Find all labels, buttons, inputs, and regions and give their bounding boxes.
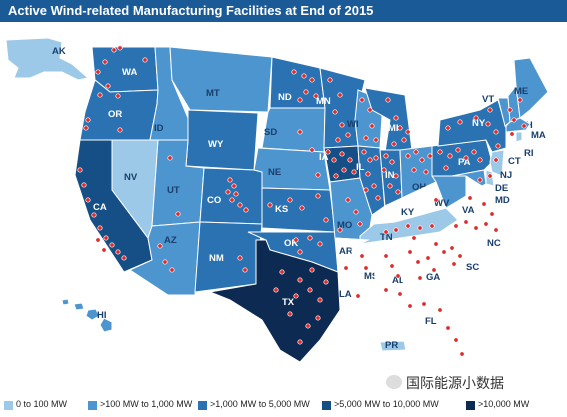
state-tx: TX: [208, 239, 341, 363]
state-ak-shape: [5, 37, 90, 81]
state-pr: PR: [379, 340, 407, 352]
state-nj-shape: [489, 149, 505, 177]
state-ok-label: OK: [284, 238, 298, 249]
state-az-label: AZ: [164, 235, 177, 246]
state-ri-label: RI: [524, 148, 534, 159]
state-nj: NJ: [489, 149, 512, 181]
state-ct-label: CT: [508, 156, 521, 167]
state-ny-label: NY: [472, 118, 486, 129]
state-wy: WY: [185, 109, 259, 171]
legend-swatch-2: [88, 401, 97, 410]
state-mn-label: MN: [316, 96, 331, 107]
state-mo-label: MO: [337, 220, 352, 231]
state-mt-label: MT: [206, 88, 220, 99]
state-or-label: OR: [108, 109, 122, 120]
facility-dots: [77, 45, 527, 357]
chat-bubble-icon: [386, 375, 402, 389]
state-md-shape: [451, 169, 487, 187]
state-ky-label: KY: [401, 207, 415, 218]
state-fl-shape: [378, 301, 471, 371]
state-hi-shape: [61, 298, 113, 333]
state-oh-label: OH: [412, 182, 426, 193]
state-ms-label: MS: [364, 271, 378, 282]
state-ar-label: AR: [339, 246, 353, 257]
state-wa-label: WA: [122, 67, 137, 78]
state-tx-label: TX: [282, 297, 295, 308]
state-nv-label: NV: [124, 172, 138, 183]
state-al-label: AL: [392, 275, 405, 286]
legend-label-1: 0 to 100 MW: [16, 399, 68, 409]
legend-label-3: >1,000 MW to 5,000 MW: [210, 399, 310, 409]
legend-swatch-3: [198, 401, 207, 410]
state-ga: GA: [397, 237, 451, 306]
state-ks-label: KS: [275, 204, 288, 215]
state-il-label: IL: [356, 162, 365, 173]
state-ak-label: AK: [52, 46, 66, 57]
state-wy-shape: [185, 109, 259, 171]
state-mt: MT: [169, 46, 273, 113]
legend-label-5: >10,000 MW: [478, 399, 530, 409]
state-ca-label: CA: [93, 202, 107, 213]
state-pr-label: PR: [385, 340, 398, 351]
state-nc-label: NC: [487, 238, 501, 249]
legend-label-2: >100 MW to 1,000 MW: [100, 399, 193, 409]
map-title: Active Wind-related Manufacturing Facili…: [8, 3, 374, 18]
state-ga-label: GA: [426, 272, 440, 283]
state-ks-shape: [261, 187, 336, 233]
state-mi-label: MI: [388, 123, 399, 134]
watermark-text: 国际能源小数据: [406, 375, 504, 391]
state-vt-label: VT: [482, 94, 494, 105]
state-me-shape: [513, 57, 549, 119]
state-me-label: ME: [514, 86, 528, 97]
state-ks: KS: [261, 187, 336, 233]
state-tn-label: TN: [380, 232, 393, 243]
state-fl-label: FL: [425, 316, 437, 327]
state-ri-shape: [515, 131, 523, 143]
state-md-label: MD: [495, 195, 510, 206]
state-hi-label: HI: [97, 310, 107, 321]
state-de-label: DE: [495, 183, 508, 194]
state-nj-label: NJ: [500, 170, 512, 181]
state-co-label: CO: [207, 195, 221, 206]
state-sd: SD: [261, 107, 326, 153]
us-map: AK HI WA OR CA NV ID MT WY UT AZ: [5, 37, 549, 371]
legend-swatch-4: [322, 401, 331, 410]
state-ma-label: MA: [531, 130, 546, 141]
state-va-label: VA: [462, 205, 475, 216]
title-bar: Active Wind-related Manufacturing Facili…: [0, 0, 567, 22]
state-id-label: ID: [154, 123, 164, 134]
state-ne-label: NE: [268, 167, 281, 178]
state-hi: HI: [61, 298, 113, 333]
state-nd-label: ND: [278, 92, 292, 103]
state-nm-label: NM: [209, 253, 224, 264]
state-in-label: IN: [385, 170, 395, 181]
state-la-label: LA: [339, 289, 352, 300]
state-pa-label: PA: [458, 157, 471, 168]
state-fl: FL: [378, 301, 471, 371]
state-wi-label: WI: [347, 119, 359, 130]
state-ut-label: UT: [167, 185, 180, 196]
state-ga-shape: [397, 237, 451, 306]
state-mt-shape: [169, 46, 273, 113]
state-pr-shape: [379, 340, 407, 352]
state-sd-label: SD: [264, 127, 277, 138]
state-ia-label: IA: [319, 152, 329, 163]
state-tx-shape: [208, 239, 341, 363]
state-me: ME: [513, 57, 549, 119]
map-area: AK HI WA OR CA NV ID MT WY UT AZ: [0, 22, 567, 392]
state-wy-label: WY: [208, 139, 224, 150]
legend: 0 to 100 MW >100 MW to 1,000 MW >1,000 M…: [4, 397, 564, 413]
legend-swatch-1: [4, 401, 13, 410]
state-ny: NY: [437, 99, 507, 153]
state-ak: AK: [5, 37, 90, 81]
state-co: CO: [199, 167, 263, 225]
legend-swatch-5: [466, 401, 475, 410]
state-md: MD: [451, 169, 510, 206]
state-sc-label: SC: [466, 262, 479, 273]
state-wv-label: WV: [434, 198, 450, 209]
state-ri: RI: [515, 131, 534, 159]
state-ny-shape: [437, 99, 507, 153]
legend-label-4: >5,000 MW to 10,000 MW: [334, 399, 439, 409]
